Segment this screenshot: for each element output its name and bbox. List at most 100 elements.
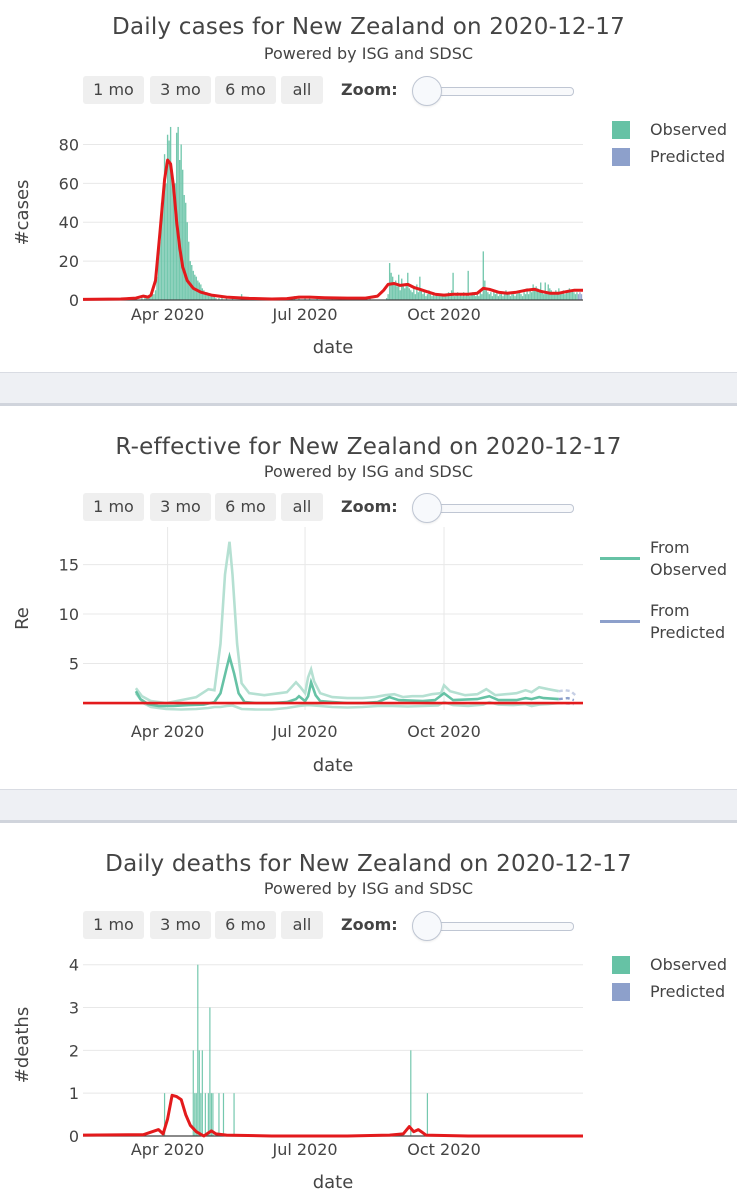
deaths-ytick-label: 3 [69, 999, 79, 1018]
re-observed-upper-line [134, 541, 560, 705]
observed-bar [162, 191, 164, 300]
observed-bar [537, 288, 539, 300]
observed-bar [456, 292, 459, 300]
observed-bar [171, 169, 173, 300]
observed-bar [204, 292, 207, 300]
legend-from-predicted-line[interactable] [600, 620, 640, 623]
observed-bar [396, 286, 398, 300]
cases-panel: Daily cases for New Zealand on 2020-12-1… [0, 0, 737, 372]
observed-bar [156, 276, 158, 300]
observed-bar [574, 294, 577, 300]
re-range-3mo-button[interactable]: 3 mo [150, 493, 211, 521]
observed-bar [407, 272, 409, 300]
deaths-range-6mo-button[interactable]: 6 mo [215, 911, 276, 939]
observed-bar [420, 290, 423, 300]
cases-range-1mo-button[interactable]: 1 mo [83, 76, 144, 104]
legend-predicted-swatch[interactable] [612, 983, 630, 1001]
legend-predicted-swatch[interactable] [612, 148, 630, 166]
deaths-range-1mo-button[interactable]: 1 mo [83, 911, 144, 939]
observed-bar [298, 298, 300, 300]
observed-bar [523, 292, 525, 300]
legend-from-observed-label[interactable]: From Observed [650, 538, 727, 579]
re-predicted-upper-line [558, 688, 577, 697]
observed-bar [197, 964, 199, 1136]
observed-bar [459, 294, 462, 300]
observed-bar [168, 140, 170, 300]
legend-predicted-label[interactable]: Predicted [650, 147, 726, 166]
deaths-y-axis-title: #deaths [12, 1007, 33, 1083]
legend-observed-label[interactable]: Observed [650, 955, 727, 974]
cases-chart: 0 20 40 60 80 Apr 2020 Jul 2020 Oct 2020 date #ca… [12, 126, 583, 358]
observed-bar [521, 296, 524, 300]
re-xtick-label: Apr 2020 [131, 722, 204, 741]
observed-bar [438, 296, 441, 300]
cases-y-axis-title: #cases [12, 180, 33, 246]
observed-bar [517, 292, 519, 300]
observed-bar [576, 292, 578, 300]
legend-observed-swatch[interactable] [612, 121, 630, 139]
cases-xtick-label: Oct 2020 [407, 305, 480, 324]
deaths-zoom-label: Zoom: [341, 915, 398, 934]
cases-range-6mo-button[interactable]: 6 mo [215, 76, 276, 104]
observed-bar [147, 298, 149, 300]
observed-bar [482, 251, 484, 300]
observed-bar [552, 292, 554, 300]
observed-bar [390, 272, 392, 300]
observed-bar [461, 296, 463, 300]
re-chart-subtitle: Powered by ISG and SDSC [263, 462, 474, 481]
observed-bar [491, 296, 494, 300]
observed-bar [398, 274, 400, 300]
legend-from-predicted-label[interactable]: From Predicted [650, 601, 726, 642]
cases-range-3mo-button[interactable]: 3 mo [150, 76, 211, 104]
observed-bar [425, 296, 427, 300]
re-ytick-label: 15 [59, 556, 79, 575]
re-range-6mo-button[interactable]: 6 mo [215, 493, 276, 521]
observed-bar [316, 298, 318, 300]
cases-chart-title: Daily cases for New Zealand on 2020-12-1… [112, 14, 625, 40]
observed-bar [518, 290, 521, 300]
predicted-bar [579, 292, 581, 300]
cases-x-axis-title: date [313, 337, 354, 358]
observed-bar [428, 290, 430, 300]
observed-bar [441, 296, 444, 300]
observed-bar [515, 294, 518, 300]
observed-bar [432, 292, 435, 300]
observed-bar [308, 298, 311, 300]
legend-observed-swatch[interactable] [612, 956, 630, 974]
legend-from-observed-line[interactable] [600, 557, 640, 560]
observed-bar [473, 294, 475, 300]
observed-bar [165, 183, 167, 300]
observed-bar [189, 261, 191, 300]
observed-bar [393, 284, 395, 300]
observed-bar [527, 294, 530, 300]
cases-fit-line [82, 158, 583, 301]
legend-observed-label[interactable]: Observed [650, 120, 727, 139]
observed-bar [499, 294, 501, 300]
observed-bar [233, 1093, 235, 1136]
deaths-zoom-slider-handle[interactable] [412, 911, 442, 941]
observed-bar [213, 296, 216, 300]
re-range-all-button[interactable]: all [281, 493, 323, 521]
re-range-1mo-button[interactable]: 1 mo [83, 493, 144, 521]
deaths-range-all-button[interactable]: all [281, 911, 323, 939]
cases-range-all-button[interactable]: all [281, 76, 323, 104]
observed-bar [556, 292, 558, 300]
cases-zoom-slider-handle[interactable] [412, 76, 442, 106]
observed-bar [385, 298, 388, 300]
observed-bar [206, 292, 208, 300]
re-zoom-slider-handle[interactable] [412, 493, 442, 523]
observed-bar [395, 280, 397, 300]
observed-bar [417, 292, 420, 300]
observed-bar [218, 1093, 220, 1136]
observed-bar [484, 280, 486, 300]
observed-bar [218, 298, 220, 300]
deaths-ytick-label: 0 [69, 1127, 79, 1146]
deaths-chart-title: Daily deaths for New Zealand on 2020-12-… [105, 851, 632, 877]
observed-bar [399, 290, 401, 300]
observed-bar [490, 292, 492, 300]
deaths-range-3mo-button[interactable]: 3 mo [150, 911, 211, 939]
observed-bar [520, 294, 522, 300]
observed-bar [410, 290, 412, 300]
legend-predicted-label[interactable]: Predicted [650, 982, 726, 1001]
re-x-axis-title: date [313, 755, 354, 776]
